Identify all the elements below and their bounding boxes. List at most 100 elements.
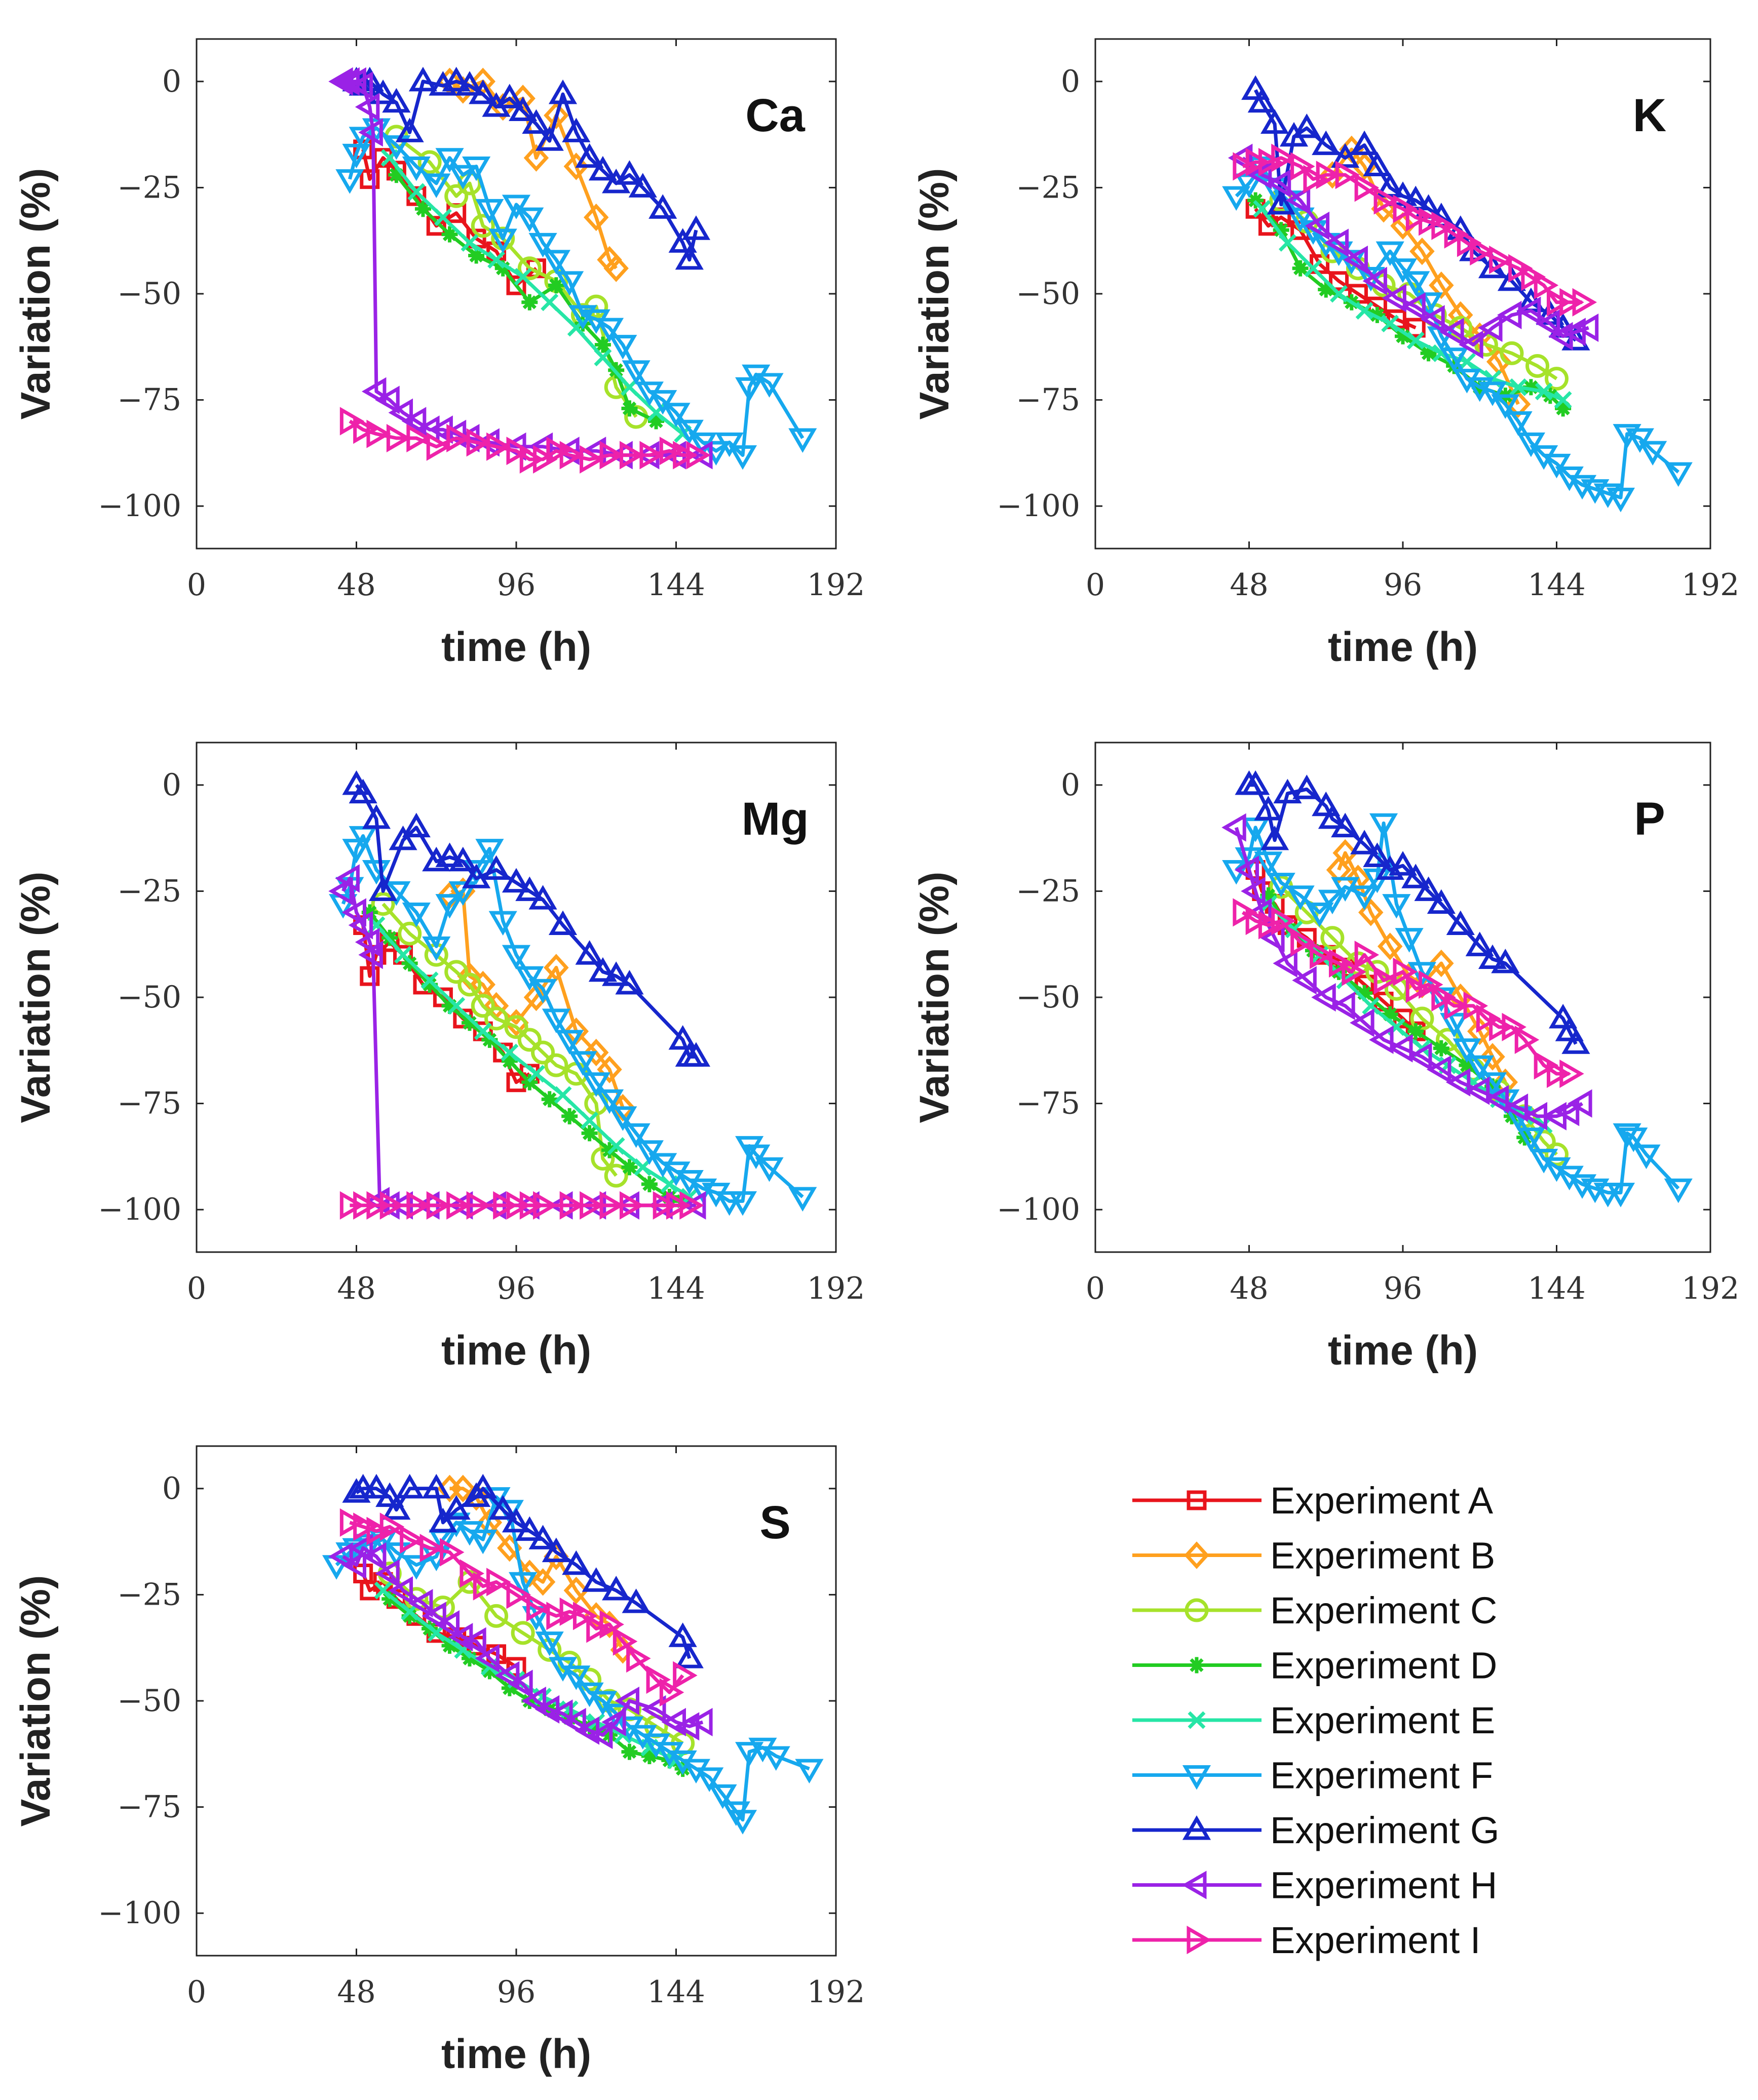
data-point bbox=[1554, 391, 1572, 409]
data-point bbox=[1516, 432, 1545, 457]
data-point bbox=[422, 1473, 451, 1499]
data-point bbox=[1572, 288, 1597, 317]
data-point bbox=[1375, 241, 1404, 266]
data-point bbox=[1405, 203, 1431, 232]
data-point bbox=[621, 1159, 638, 1176]
data-point bbox=[1330, 285, 1348, 303]
data-point bbox=[361, 1542, 387, 1571]
data-point bbox=[401, 407, 427, 436]
data-point bbox=[1420, 305, 1445, 334]
data-point bbox=[506, 1191, 531, 1220]
data-point bbox=[1290, 152, 1315, 181]
data-point bbox=[659, 1678, 684, 1707]
series-line bbox=[368, 911, 683, 1203]
data-point bbox=[635, 1140, 664, 1165]
data-point bbox=[1504, 411, 1533, 436]
data-point bbox=[580, 1191, 604, 1220]
legend-marker bbox=[1182, 1815, 1211, 1840]
data-point bbox=[514, 267, 532, 286]
data-point bbox=[1241, 770, 1270, 795]
data-point bbox=[615, 1686, 639, 1716]
data-point bbox=[1606, 1183, 1635, 1208]
data-point bbox=[626, 1644, 651, 1673]
x-tick-label: 48 bbox=[337, 1974, 375, 2010]
data-point bbox=[648, 413, 665, 430]
data-point bbox=[466, 1191, 491, 1220]
data-point bbox=[1459, 1057, 1475, 1074]
data-point bbox=[1444, 220, 1469, 249]
data-point bbox=[608, 1106, 637, 1131]
data-point bbox=[572, 1602, 598, 1630]
data-point bbox=[1286, 207, 1315, 232]
y-tick-label: −100 bbox=[98, 1895, 181, 1931]
data-point bbox=[628, 173, 657, 198]
data-point bbox=[528, 1525, 557, 1549]
legend-marker bbox=[1182, 1765, 1211, 1790]
data-point bbox=[1356, 985, 1373, 1001]
data-point bbox=[339, 1191, 365, 1220]
data-point bbox=[575, 143, 604, 168]
legend-item-experiment-h: Experiment H bbox=[1132, 1864, 1497, 1907]
x-axis-title: time (h) bbox=[441, 624, 591, 670]
data-point bbox=[407, 183, 426, 201]
data-point bbox=[388, 398, 413, 427]
data-point bbox=[1545, 1142, 1569, 1166]
data-point bbox=[366, 419, 391, 448]
data-point bbox=[575, 940, 604, 965]
y-tick-label: −25 bbox=[1016, 873, 1080, 909]
data-point bbox=[342, 143, 371, 169]
data-point bbox=[388, 167, 405, 183]
data-point bbox=[517, 1028, 542, 1052]
panel-s: 0 48 96 144 192 0 −25 −50 −75 −100 time (h) Variati… bbox=[13, 1445, 865, 2077]
series-experiment-i bbox=[339, 407, 711, 474]
data-point bbox=[342, 839, 371, 864]
data-point bbox=[1267, 189, 1295, 215]
data-point bbox=[349, 1473, 377, 1499]
data-point bbox=[568, 1051, 597, 1076]
data-point bbox=[1292, 966, 1317, 995]
panel-label: Ca bbox=[745, 90, 805, 141]
data-point bbox=[1401, 271, 1430, 296]
y-tick-label: −75 bbox=[117, 1086, 181, 1121]
data-point bbox=[1222, 186, 1251, 211]
data-point bbox=[1354, 941, 1380, 969]
x-tick-label: 0 bbox=[187, 1271, 206, 1306]
data-point bbox=[542, 1537, 570, 1563]
data-point bbox=[541, 1091, 558, 1108]
data-point bbox=[369, 876, 398, 901]
data-point bbox=[641, 1695, 666, 1724]
y-tick-label: −75 bbox=[117, 1790, 181, 1825]
data-point bbox=[1258, 148, 1283, 177]
legend-item-experiment-a: Experiment A bbox=[1132, 1480, 1494, 1522]
data-point bbox=[522, 109, 551, 134]
data-point bbox=[1534, 271, 1559, 300]
series-line bbox=[375, 924, 691, 1198]
data-point bbox=[673, 441, 698, 470]
data-point bbox=[355, 93, 380, 122]
legend-marker bbox=[1182, 1871, 1207, 1899]
data-point bbox=[1480, 1043, 1505, 1071]
x-tick-label: 96 bbox=[1384, 1271, 1422, 1306]
data-point bbox=[1320, 161, 1345, 189]
data-point bbox=[1390, 212, 1416, 240]
data-point bbox=[462, 157, 491, 181]
data-point bbox=[1407, 962, 1437, 987]
data-point bbox=[1613, 1123, 1641, 1148]
data-point bbox=[1407, 1042, 1432, 1071]
data-point bbox=[1312, 130, 1341, 155]
data-point bbox=[595, 318, 624, 343]
series-experiment-h bbox=[1228, 143, 1599, 359]
series-experiment-i bbox=[339, 1191, 704, 1220]
data-point bbox=[662, 403, 691, 427]
data-point bbox=[366, 1191, 391, 1220]
data-point bbox=[679, 1191, 704, 1220]
data-point bbox=[375, 1482, 404, 1507]
data-point bbox=[1534, 1051, 1559, 1080]
data-point bbox=[686, 441, 711, 470]
data-point bbox=[355, 927, 380, 957]
data-point bbox=[1247, 88, 1276, 113]
data-point bbox=[1292, 113, 1321, 138]
data-point bbox=[594, 336, 611, 353]
data-point bbox=[1335, 161, 1360, 189]
data-point bbox=[348, 1534, 373, 1563]
